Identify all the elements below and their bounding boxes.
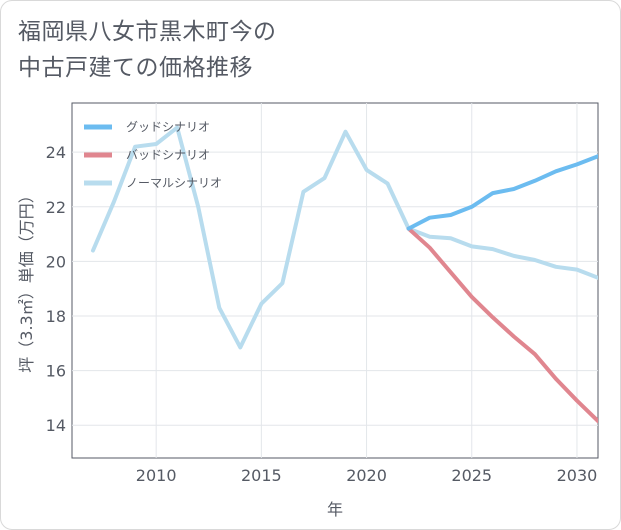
- y-tick-label-20: 20: [46, 252, 66, 271]
- series-lines: [91, 125, 598, 424]
- y-tick-label-18: 18: [46, 307, 66, 326]
- series-line-0: [406, 154, 598, 231]
- series-line-2: [91, 125, 598, 350]
- y-tick-label-16: 16: [46, 362, 66, 381]
- y-tick-label-22: 22: [46, 198, 66, 217]
- chart-title-line2: 中古戸建ての価格推移: [18, 55, 253, 81]
- y-tick-label-14: 14: [46, 416, 66, 435]
- plot-area: [71, 102, 599, 459]
- x-tick-label-2030: 2030: [557, 466, 598, 485]
- tick-labels: 2010 2015 2020 2025 2030 14 16 18 20 22 24: [46, 143, 598, 485]
- y-tick-label-24: 24: [46, 143, 66, 162]
- y-axis-title: 坪（3.3㎡）単価（万円）: [17, 187, 36, 372]
- chart-title: 福岡県八女市黒木町今の 中古戸建ての価格推移: [18, 14, 277, 86]
- x-tick-label-2020: 2020: [346, 466, 387, 485]
- legend-label-1: バッドシナリオ: [126, 148, 210, 162]
- grid-lines: [72, 103, 598, 458]
- x-tick-label-2025: 2025: [451, 466, 492, 485]
- series-line-1: [406, 226, 598, 424]
- legend-label-0: グッドシナリオ: [126, 120, 210, 134]
- x-tick-label-2010: 2010: [136, 466, 177, 485]
- x-axis-title: 年: [327, 500, 343, 519]
- chart-title-line1: 福岡県八女市黒木町今の: [18, 19, 277, 45]
- x-tick-label-2015: 2015: [241, 466, 282, 485]
- legend-label-2: ノーマルシナリオ: [126, 176, 222, 190]
